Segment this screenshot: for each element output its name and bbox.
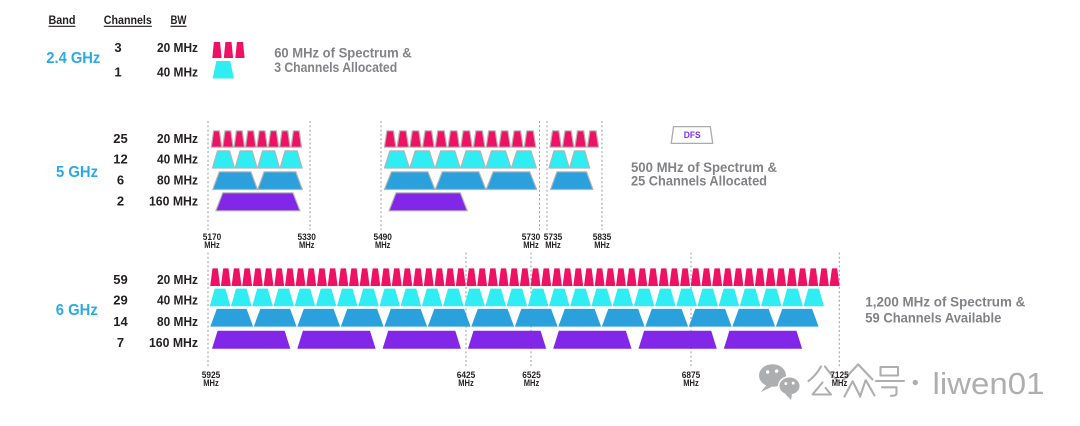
svg-text:25 Channels Allocated: 25 Channels Allocated <box>631 174 767 189</box>
svg-text:6 GHz: 6 GHz <box>56 302 98 319</box>
svg-text:40 MHz: 40 MHz <box>157 152 198 167</box>
svg-text:59: 59 <box>113 272 127 287</box>
svg-text:5170: 5170 <box>203 232 222 243</box>
svg-text:500 MHz of Spectrum &: 500 MHz of Spectrum & <box>631 160 777 175</box>
svg-text:MHz: MHz <box>375 240 391 251</box>
svg-text:1: 1 <box>114 65 121 80</box>
svg-text:Channels: Channels <box>104 13 152 27</box>
svg-text:2: 2 <box>117 194 124 209</box>
svg-text:25: 25 <box>113 131 127 146</box>
svg-text:1,200 MHz of Spectrum &: 1,200 MHz of Spectrum & <box>865 295 1025 310</box>
svg-text:3 Channels Allocated: 3 Channels Allocated <box>274 60 397 75</box>
svg-text:5835: 5835 <box>593 232 612 243</box>
svg-text:BW: BW <box>171 13 188 27</box>
svg-text:5730: 5730 <box>522 232 541 243</box>
svg-text:DFS: DFS <box>684 130 701 141</box>
svg-text:5735: 5735 <box>544 232 563 243</box>
svg-text:60 MHz of Spectrum &: 60 MHz of Spectrum & <box>274 45 412 60</box>
svg-text:liwen01: liwen01 <box>933 366 1045 401</box>
svg-text:MHz: MHz <box>524 378 540 389</box>
svg-text:14: 14 <box>113 314 128 329</box>
svg-text:5 GHz: 5 GHz <box>56 164 98 181</box>
svg-text:20 MHz: 20 MHz <box>157 40 198 55</box>
svg-text:80 MHz: 80 MHz <box>157 314 198 329</box>
svg-text:2.4 GHz: 2.4 GHz <box>46 50 100 67</box>
svg-text:6: 6 <box>117 172 124 187</box>
svg-text:6525: 6525 <box>522 370 541 381</box>
svg-text:MHz: MHz <box>683 378 699 389</box>
svg-text:40 MHz: 40 MHz <box>157 65 198 80</box>
svg-text:Band: Band <box>49 13 76 27</box>
svg-text:MHz: MHz <box>523 240 539 251</box>
svg-text:7125: 7125 <box>830 370 849 381</box>
svg-text:6875: 6875 <box>682 370 701 381</box>
svg-text:3: 3 <box>114 40 121 55</box>
svg-text:59 Channels Available: 59 Channels Available <box>865 311 1001 326</box>
svg-text:7: 7 <box>117 335 124 350</box>
svg-text:12: 12 <box>113 152 127 167</box>
svg-text:5925: 5925 <box>202 370 221 381</box>
svg-text:5330: 5330 <box>297 232 316 243</box>
svg-text:40 MHz: 40 MHz <box>157 292 198 307</box>
svg-text:20 MHz: 20 MHz <box>157 272 198 287</box>
svg-text:20 MHz: 20 MHz <box>157 131 198 146</box>
svg-text:160 MHz: 160 MHz <box>149 194 198 209</box>
svg-text:160 MHz: 160 MHz <box>149 335 198 350</box>
svg-text:MHz: MHz <box>832 378 848 389</box>
svg-text:MHz: MHz <box>203 378 219 389</box>
svg-text:29: 29 <box>113 292 127 307</box>
svg-text:MHz: MHz <box>299 240 315 251</box>
svg-text:MHz: MHz <box>204 240 220 251</box>
svg-text:6425: 6425 <box>457 370 476 381</box>
svg-text:MHz: MHz <box>594 240 610 251</box>
svg-text:MHz: MHz <box>545 240 561 251</box>
svg-text:MHz: MHz <box>458 378 474 389</box>
svg-text:80 MHz: 80 MHz <box>157 172 198 187</box>
svg-text:5490: 5490 <box>373 232 392 243</box>
